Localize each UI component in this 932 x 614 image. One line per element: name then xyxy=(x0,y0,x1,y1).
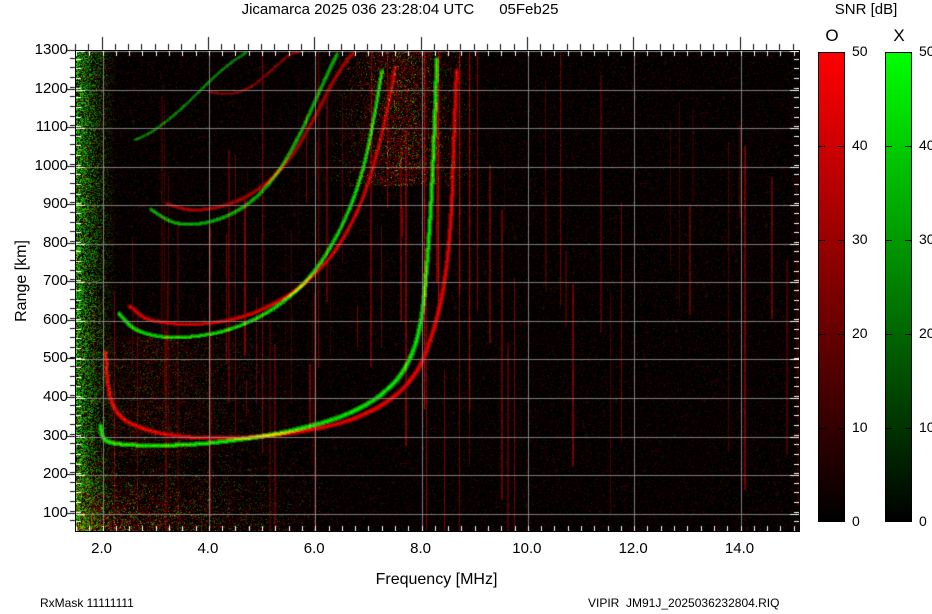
colorbar-x-tickmark xyxy=(905,240,912,241)
colorbar-x-tickmark xyxy=(885,334,892,335)
colorbar-x-tick-20: 20 xyxy=(919,325,932,341)
colorbar-x-tickmark xyxy=(885,428,892,429)
colorbar-o-tick-0: 0 xyxy=(852,513,860,529)
colorbar-x-tickmark xyxy=(885,146,892,147)
colorbar-o-tick-40: 40 xyxy=(852,137,868,153)
colorbar-o-tickmark xyxy=(818,240,825,241)
datafile-footer: VIPIR JM91J_2025036232804.RIQ xyxy=(588,596,780,610)
colorbar-x-tickmark xyxy=(905,146,912,147)
colorbar-o-tickmark xyxy=(838,240,845,241)
colorbar-o-tickmark xyxy=(838,334,845,335)
colorbar-o-tick-10: 10 xyxy=(852,419,868,435)
colorbar-o-tickmark xyxy=(818,428,825,429)
colorbar-x-tickmark xyxy=(885,240,892,241)
colorbar-x-tick-50: 50 xyxy=(919,43,932,59)
colorbar-o-tickmark xyxy=(818,334,825,335)
colorbar-x-tick-40: 40 xyxy=(919,137,932,153)
colorbar-o-tickmark xyxy=(838,428,845,429)
colorbar-x-tick-0: 0 xyxy=(919,513,927,529)
colorbar-x-tickmark xyxy=(905,428,912,429)
colorbar-x-tick-10: 10 xyxy=(919,419,932,435)
colorbar-o-tickmark xyxy=(818,146,825,147)
rxmask-footer: RxMask 11111111 xyxy=(40,596,134,610)
colorbar-o-tick-30: 30 xyxy=(852,231,868,247)
colorbar-x-tickmark xyxy=(905,334,912,335)
colorbar-o-tick-50: 50 xyxy=(852,43,868,59)
colorbar-x-tick-30: 30 xyxy=(919,231,932,247)
colorbar-o-tickmark xyxy=(838,146,845,147)
colorbar-o-tick-20: 20 xyxy=(852,325,868,341)
